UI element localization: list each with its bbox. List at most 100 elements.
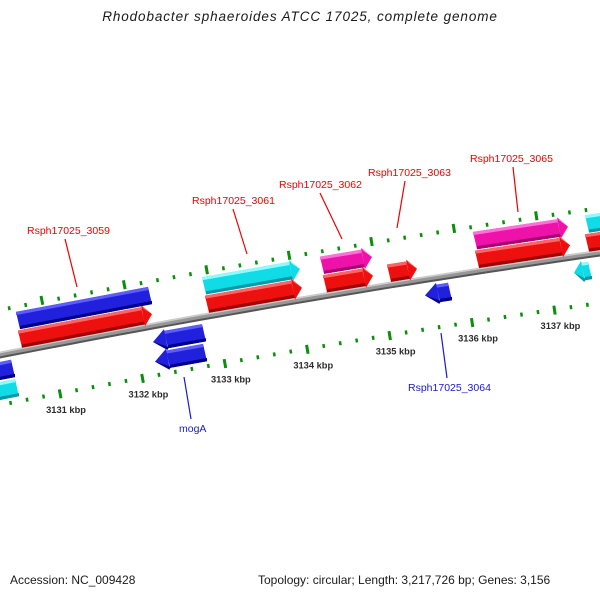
minor-tick <box>172 274 176 280</box>
gene-face <box>141 305 152 327</box>
major-tick <box>369 236 374 247</box>
backbone <box>0 249 600 359</box>
gene-label[interactable]: Rsph17025_3062 <box>279 179 362 191</box>
backbone-highlight <box>0 249 600 354</box>
gene-face <box>166 343 203 354</box>
major-tick <box>140 373 145 384</box>
minor-tick <box>304 251 308 257</box>
gene-face <box>0 359 11 366</box>
gene-face <box>362 248 372 257</box>
gene-arrow-red-5[interactable] <box>323 266 373 293</box>
gene-arrow-red-8[interactable] <box>475 236 570 268</box>
gene-arrow-red-1[interactable] <box>18 305 152 348</box>
gene-label[interactable]: Rsph17025_3063 <box>368 167 451 179</box>
gene-arrow-cyan-16[interactable] <box>574 260 592 282</box>
gene-face <box>320 249 361 260</box>
minor-tick <box>569 305 573 310</box>
minor-tick <box>322 343 326 349</box>
minor-tick <box>221 266 225 271</box>
gene-face <box>581 261 588 266</box>
gene-label[interactable]: Rsph17025_3065 <box>470 153 553 165</box>
gene-face <box>440 297 452 303</box>
gene-face <box>479 252 563 268</box>
gene-face <box>425 295 442 304</box>
minor-tick <box>437 325 441 330</box>
gene-arrow-Rsph17025_3062[interactable] <box>320 248 372 274</box>
minor-tick <box>124 378 128 384</box>
gene-label[interactable]: Rsph17025_3061 <box>192 195 275 207</box>
gene-face <box>425 282 440 304</box>
gene-arrow-Rsph17025_3063[interactable] <box>387 259 417 282</box>
minor-tick <box>454 322 458 327</box>
major-tick <box>121 280 127 290</box>
major-tick <box>552 305 557 315</box>
minor-tick <box>485 222 489 227</box>
gene-face <box>18 307 145 348</box>
minor-tick <box>74 388 79 393</box>
minor-tick <box>551 212 555 218</box>
gene-face <box>362 266 373 288</box>
gene-callouts: Rsph17025_3059 Rsph17025_3061 Rsph17025_30… <box>27 153 553 435</box>
gene-face <box>407 260 417 269</box>
genome-summary-text: Topology: circular; Length: 3,217,726 bp… <box>258 573 551 587</box>
gene-arrow-cyan-9[interactable] <box>585 212 600 233</box>
gene-arrow-Rsph17025_3059[interactable] <box>16 286 152 330</box>
gene-label[interactable]: Rsph17025_3064 <box>408 382 491 394</box>
gene-label[interactable]: Rsph17025_3059 <box>27 225 110 237</box>
gene-arrow-blue-14[interactable] <box>155 343 207 370</box>
gene-face <box>323 268 362 279</box>
accession-text: Accession: NC_009428 <box>10 573 136 587</box>
gene-features <box>0 212 600 401</box>
major-tick <box>469 317 475 328</box>
gene-arrow-red-3[interactable] <box>205 278 302 313</box>
gene-arrow-cyan-12[interactable] <box>0 379 19 401</box>
gene-face <box>361 248 372 269</box>
ruler-upper <box>7 207 588 311</box>
minor-tick <box>272 352 276 357</box>
gene-face <box>0 393 19 401</box>
minor-tick <box>238 263 242 268</box>
major-tick <box>204 265 209 275</box>
minor-tick <box>567 210 571 215</box>
minor-tick <box>106 287 110 292</box>
gene-face <box>292 279 302 288</box>
leader-line <box>440 332 448 379</box>
gene-arrow-Rsph17025_3064[interactable] <box>425 282 452 304</box>
gene-arrow-Rsph17025_3061[interactable] <box>202 260 300 295</box>
gene-face <box>558 217 568 227</box>
gene-arrow-mogA[interactable] <box>153 324 206 350</box>
gene-face <box>574 260 585 282</box>
gene-face <box>289 260 300 281</box>
major-tick <box>39 295 45 306</box>
minor-tick <box>503 314 507 320</box>
gene-face <box>436 282 448 288</box>
minor-tick <box>271 257 275 262</box>
minor-tick <box>337 246 341 251</box>
minor-tick <box>355 338 359 343</box>
minor-tick <box>57 296 61 301</box>
minor-tick <box>157 372 161 378</box>
major-tick <box>286 250 292 261</box>
minor-tick <box>173 369 177 375</box>
gene-face <box>168 338 206 349</box>
gene-arrow-blue-11[interactable] <box>0 359 15 381</box>
gene-face <box>164 324 202 335</box>
minor-tick <box>518 217 522 222</box>
gene-face <box>209 294 295 313</box>
minor-tick <box>419 232 423 238</box>
minor-tick <box>190 366 194 372</box>
gene-face <box>477 233 561 250</box>
ruler-label: 3132 kbp <box>129 389 169 399</box>
gene-arrow-Rsph17025_3065[interactable] <box>473 217 568 250</box>
gene-arrow-red-10[interactable] <box>585 231 600 252</box>
leader-line <box>396 180 406 229</box>
gene-face <box>290 260 300 269</box>
gene-label[interactable]: mogA <box>179 423 206 435</box>
minor-tick <box>91 384 95 390</box>
gene-face <box>18 307 141 334</box>
minor-tick <box>256 355 260 360</box>
gene-face <box>585 212 600 233</box>
ruler-label: 3137 kbp <box>541 321 581 331</box>
